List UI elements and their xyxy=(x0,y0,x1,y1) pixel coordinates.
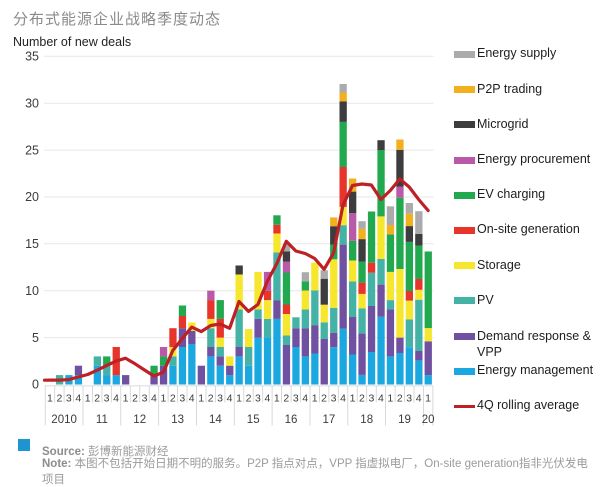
svg-text:20: 20 xyxy=(25,190,39,204)
svg-text:3: 3 xyxy=(104,393,110,405)
svg-text:30: 30 xyxy=(25,96,39,110)
svg-text:1: 1 xyxy=(425,393,431,405)
svg-text:1: 1 xyxy=(274,393,280,405)
svg-text:2: 2 xyxy=(132,393,138,405)
svg-text:16: 16 xyxy=(285,414,298,426)
svg-text:25: 25 xyxy=(25,143,39,157)
svg-text:3: 3 xyxy=(255,393,261,405)
svg-text:3: 3 xyxy=(368,393,374,405)
svg-text:0: 0 xyxy=(32,378,39,392)
svg-text:2: 2 xyxy=(283,393,289,405)
svg-text:3: 3 xyxy=(331,393,337,405)
svg-text:1: 1 xyxy=(387,393,393,405)
svg-text:1: 1 xyxy=(47,393,53,405)
svg-text:4: 4 xyxy=(113,393,119,405)
svg-text:17: 17 xyxy=(323,414,336,426)
svg-text:2: 2 xyxy=(56,393,62,405)
svg-text:1: 1 xyxy=(85,393,91,405)
svg-text:3: 3 xyxy=(142,393,148,405)
svg-text:20: 20 xyxy=(422,414,435,426)
svg-text:4: 4 xyxy=(189,393,195,405)
svg-text:11: 11 xyxy=(96,414,108,426)
svg-text:1: 1 xyxy=(160,393,166,405)
svg-text:18: 18 xyxy=(360,414,373,426)
svg-text:2010: 2010 xyxy=(51,414,77,426)
svg-text:3: 3 xyxy=(293,393,299,405)
svg-text:19: 19 xyxy=(398,414,411,426)
svg-text:3: 3 xyxy=(406,393,412,405)
svg-text:4: 4 xyxy=(416,393,422,405)
svg-text:13: 13 xyxy=(171,414,184,426)
svg-text:3: 3 xyxy=(66,393,72,405)
svg-text:1: 1 xyxy=(350,393,356,405)
svg-text:4: 4 xyxy=(151,393,157,405)
svg-text:4: 4 xyxy=(75,393,81,405)
svg-text:1: 1 xyxy=(123,393,129,405)
svg-text:4: 4 xyxy=(378,393,384,405)
svg-text:2: 2 xyxy=(359,393,365,405)
svg-text:2: 2 xyxy=(170,393,176,405)
svg-text:15: 15 xyxy=(25,237,39,251)
svg-text:2: 2 xyxy=(321,393,327,405)
svg-text:2: 2 xyxy=(397,393,403,405)
svg-text:4: 4 xyxy=(340,393,346,405)
svg-text:4: 4 xyxy=(264,393,270,405)
svg-text:3: 3 xyxy=(217,393,223,405)
svg-text:5: 5 xyxy=(32,331,39,345)
svg-text:4: 4 xyxy=(227,393,233,405)
svg-text:1: 1 xyxy=(198,393,204,405)
svg-text:2: 2 xyxy=(246,393,252,405)
svg-text:14: 14 xyxy=(209,414,222,426)
svg-text:1: 1 xyxy=(312,393,318,405)
svg-text:2: 2 xyxy=(208,393,214,405)
svg-text:1: 1 xyxy=(236,393,242,405)
svg-text:10: 10 xyxy=(25,284,39,298)
svg-text:35: 35 xyxy=(25,50,39,64)
svg-text:3: 3 xyxy=(179,393,185,405)
svg-text:4: 4 xyxy=(302,393,308,405)
svg-text:15: 15 xyxy=(247,414,260,426)
svg-text:2: 2 xyxy=(94,393,100,405)
svg-text:12: 12 xyxy=(133,414,146,426)
